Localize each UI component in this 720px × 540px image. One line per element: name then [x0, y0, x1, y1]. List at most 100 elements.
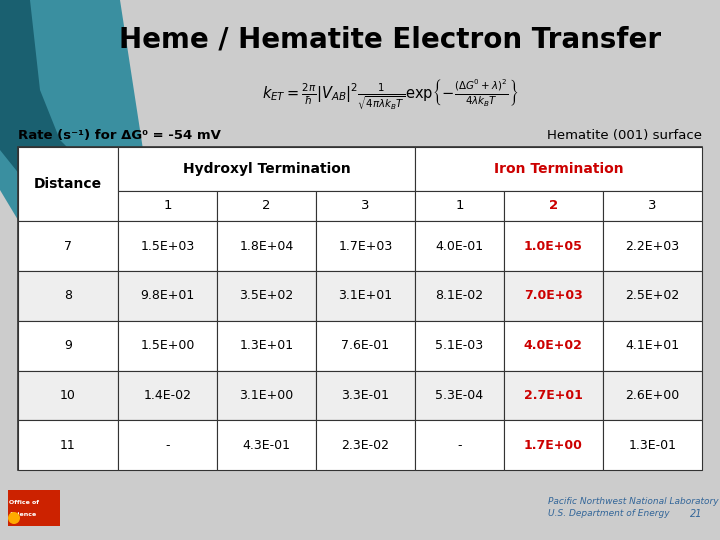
Text: Rate (s⁻¹) for ΔG⁰ = -54 mV: Rate (s⁻¹) for ΔG⁰ = -54 mV — [18, 129, 221, 141]
Bar — [504, 370, 603, 420]
Text: U.S. Department of Energy: U.S. Department of Energy — [548, 510, 670, 518]
Text: 7.6E-01: 7.6E-01 — [341, 339, 390, 352]
Text: 5.3E-04: 5.3E-04 — [436, 389, 484, 402]
Bar — [504, 271, 603, 321]
Bar — [217, 420, 316, 470]
Text: 2.2E+03: 2.2E+03 — [626, 240, 680, 253]
Bar — [603, 321, 702, 370]
Text: 3: 3 — [648, 199, 657, 212]
Text: 21: 21 — [690, 509, 702, 519]
Bar — [118, 420, 217, 470]
Bar — [18, 221, 118, 271]
Text: 3.1E+01: 3.1E+01 — [338, 289, 392, 302]
Text: -: - — [457, 438, 462, 451]
Text: 4.1E+01: 4.1E+01 — [626, 339, 680, 352]
Text: $k_{ET} = \frac{2\pi}{\hbar}|V_{AB}|^2 \frac{1}{\sqrt{4\pi\lambda k_B T}} \mathr: $k_{ET} = \frac{2\pi}{\hbar}|V_{AB}|^2 \… — [262, 78, 518, 112]
Bar — [8, 490, 60, 526]
Text: 2: 2 — [549, 199, 558, 212]
Bar — [118, 191, 217, 221]
Text: 4.0E+02: 4.0E+02 — [524, 339, 582, 352]
Text: 9: 9 — [64, 339, 72, 352]
Text: 1.5E+00: 1.5E+00 — [140, 339, 194, 352]
Bar — [603, 420, 702, 470]
Text: 3: 3 — [361, 199, 370, 212]
Bar — [217, 321, 316, 370]
Bar — [118, 221, 217, 271]
Bar — [415, 271, 504, 321]
Polygon shape — [0, 0, 160, 290]
Text: 3.3E-01: 3.3E-01 — [341, 389, 390, 402]
Bar — [316, 420, 415, 470]
Text: Hematite (001) surface: Hematite (001) surface — [547, 129, 702, 141]
Bar — [217, 221, 316, 271]
Bar — [504, 191, 603, 221]
Text: 1.5E+03: 1.5E+03 — [140, 240, 194, 253]
Bar — [118, 147, 415, 191]
Text: 3.1E+00: 3.1E+00 — [239, 389, 294, 402]
Bar — [316, 370, 415, 420]
Text: 2: 2 — [262, 199, 271, 212]
Text: 7.0E+03: 7.0E+03 — [524, 289, 582, 302]
Bar — [18, 147, 118, 221]
Text: 11: 11 — [60, 438, 76, 451]
Text: 2.5E+02: 2.5E+02 — [626, 289, 680, 302]
Bar — [316, 271, 415, 321]
Bar — [415, 420, 504, 470]
Text: Distance: Distance — [34, 177, 102, 191]
Polygon shape — [0, 0, 100, 210]
Bar — [118, 321, 217, 370]
Text: 1.7E+03: 1.7E+03 — [338, 240, 392, 253]
Text: 7: 7 — [64, 240, 72, 253]
Text: 8: 8 — [64, 289, 72, 302]
Bar — [18, 370, 118, 420]
Text: Iron Termination: Iron Termination — [494, 162, 624, 176]
Text: 4.3E-01: 4.3E-01 — [243, 438, 290, 451]
Bar — [217, 370, 316, 420]
Bar — [603, 221, 702, 271]
Text: -: - — [165, 438, 170, 451]
Bar — [415, 191, 504, 221]
Bar — [316, 191, 415, 221]
Text: 2.3E-02: 2.3E-02 — [341, 438, 390, 451]
Text: 8.1E-02: 8.1E-02 — [436, 289, 484, 302]
Bar — [415, 221, 504, 271]
Bar — [18, 147, 702, 470]
Bar — [603, 271, 702, 321]
Ellipse shape — [8, 512, 20, 524]
Bar — [415, 147, 702, 191]
Bar — [316, 321, 415, 370]
Text: 9.8E+01: 9.8E+01 — [140, 289, 194, 302]
Bar — [504, 420, 603, 470]
Text: 1.7E+00: 1.7E+00 — [524, 438, 582, 451]
Text: Heme / Hematite Electron Transfer: Heme / Hematite Electron Transfer — [119, 26, 661, 54]
Text: 3.5E+02: 3.5E+02 — [239, 289, 294, 302]
Bar — [504, 221, 603, 271]
Text: 1: 1 — [163, 199, 171, 212]
Text: Science: Science — [9, 511, 36, 516]
Bar — [603, 370, 702, 420]
Bar — [316, 221, 415, 271]
Text: Pacific Northwest National Laboratory: Pacific Northwest National Laboratory — [548, 497, 719, 507]
Bar — [18, 271, 118, 321]
Bar — [118, 370, 217, 420]
Bar — [18, 321, 118, 370]
Bar — [217, 271, 316, 321]
Bar — [504, 321, 603, 370]
Text: 1.0E+05: 1.0E+05 — [524, 240, 582, 253]
Bar — [118, 271, 217, 321]
Bar — [415, 321, 504, 370]
Text: 1.3E-01: 1.3E-01 — [629, 438, 677, 451]
Text: 10: 10 — [60, 389, 76, 402]
Text: 1.4E-02: 1.4E-02 — [143, 389, 192, 402]
Text: Hydroxyl Termination: Hydroxyl Termination — [183, 162, 351, 176]
Text: 2.6E+00: 2.6E+00 — [626, 389, 680, 402]
Text: 1: 1 — [455, 199, 464, 212]
Text: 1.8E+04: 1.8E+04 — [239, 240, 294, 253]
Bar — [415, 370, 504, 420]
Text: Office of: Office of — [9, 500, 39, 504]
Bar — [18, 420, 118, 470]
Text: 4.0E-01: 4.0E-01 — [436, 240, 484, 253]
Bar — [217, 191, 316, 221]
Text: 2.7E+01: 2.7E+01 — [524, 389, 582, 402]
Text: 1.3E+01: 1.3E+01 — [239, 339, 294, 352]
